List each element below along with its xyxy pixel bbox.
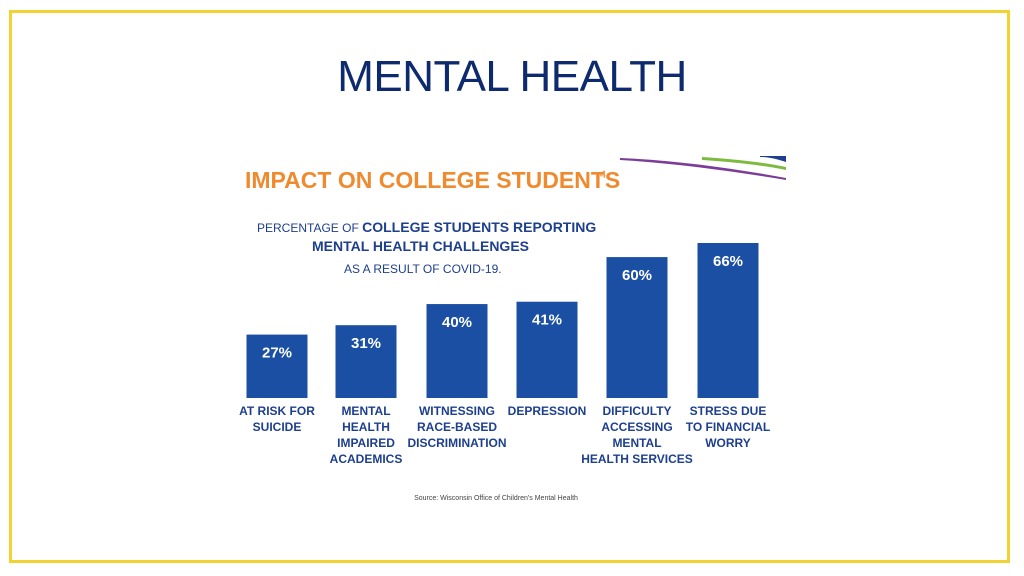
category-label-4-1: ACCESSING	[601, 420, 672, 434]
category-label-1-2: IMPAIRED	[337, 436, 395, 450]
category-label-5-1: TO FINANCIAL	[686, 420, 770, 434]
category-label-0-1: SUICIDE	[253, 420, 302, 434]
category-label-2-1: RACE-BASED	[417, 420, 497, 434]
subtitle-prefix: PERCENTAGE OF	[257, 221, 362, 235]
bar-chart: IMPACT ON COLLEGE STUDENTS 4 PERCENTAGE …	[239, 156, 786, 466]
slide-frame	[9, 10, 1010, 563]
bar-0	[246, 334, 308, 398]
bars-group: 27% AT RISK FOR SUICIDE 31% MENTAL HEALTH IMPA…	[239, 243, 770, 466]
bar-value-label-0: 27%	[262, 345, 292, 362]
chart-title-superscript: 4	[600, 169, 606, 181]
bar-value-label-1: 31%	[351, 335, 381, 352]
category-label-5-2: WORRY	[705, 436, 751, 450]
category-label-1-0: MENTAL	[341, 404, 390, 418]
chart-subtitle-line2: MENTAL HEALTH CHALLENGES	[312, 238, 529, 254]
category-label-0-0: AT RISK FOR	[239, 404, 315, 418]
category-label-4-2: MENTAL	[612, 436, 661, 450]
green-stripe	[702, 157, 786, 170]
bar-value-label-3: 41%	[532, 312, 562, 329]
chart-subtitle-line3: AS A RESULT OF COVID-19.	[344, 262, 502, 276]
bar-3	[516, 301, 578, 398]
chart-subtitle-line1: PERCENTAGE OF COLLEGE STUDENTS REPORTING	[257, 219, 596, 235]
decorative-stripes	[620, 156, 786, 180]
purple-stripe	[620, 158, 786, 180]
category-label-5-0: STRESS DUE	[690, 404, 767, 418]
subtitle-bold: COLLEGE STUDENTS REPORTING	[362, 219, 596, 235]
category-label-4-0: DIFFICULTY	[602, 404, 671, 418]
category-label-2-2: DISCRIMINATION	[407, 436, 506, 450]
bar-2	[426, 304, 488, 398]
category-label-1-3: ACADEMICS	[330, 452, 403, 466]
bar-5	[697, 243, 759, 398]
bar-value-label-2: 40%	[442, 314, 472, 331]
category-label-3-0: DEPRESSION	[508, 404, 587, 418]
chart-title: IMPACT ON COLLEGE STUDENTS	[245, 167, 620, 193]
bar-4	[606, 257, 668, 398]
category-label-1-1: HEALTH	[342, 420, 390, 434]
bar-value-label-4: 60%	[622, 267, 652, 284]
source-note: Source: Wisconsin Office of Children's M…	[414, 495, 578, 502]
bar-1	[335, 325, 397, 398]
category-label-2-0: WITNESSING	[419, 404, 495, 418]
slide-title: MENTAL HEALTH	[337, 52, 687, 101]
blue-stripe	[760, 156, 786, 162]
bar-value-label-5: 66%	[713, 253, 743, 270]
category-label-4-3: HEALTH SERVICES	[581, 452, 693, 466]
